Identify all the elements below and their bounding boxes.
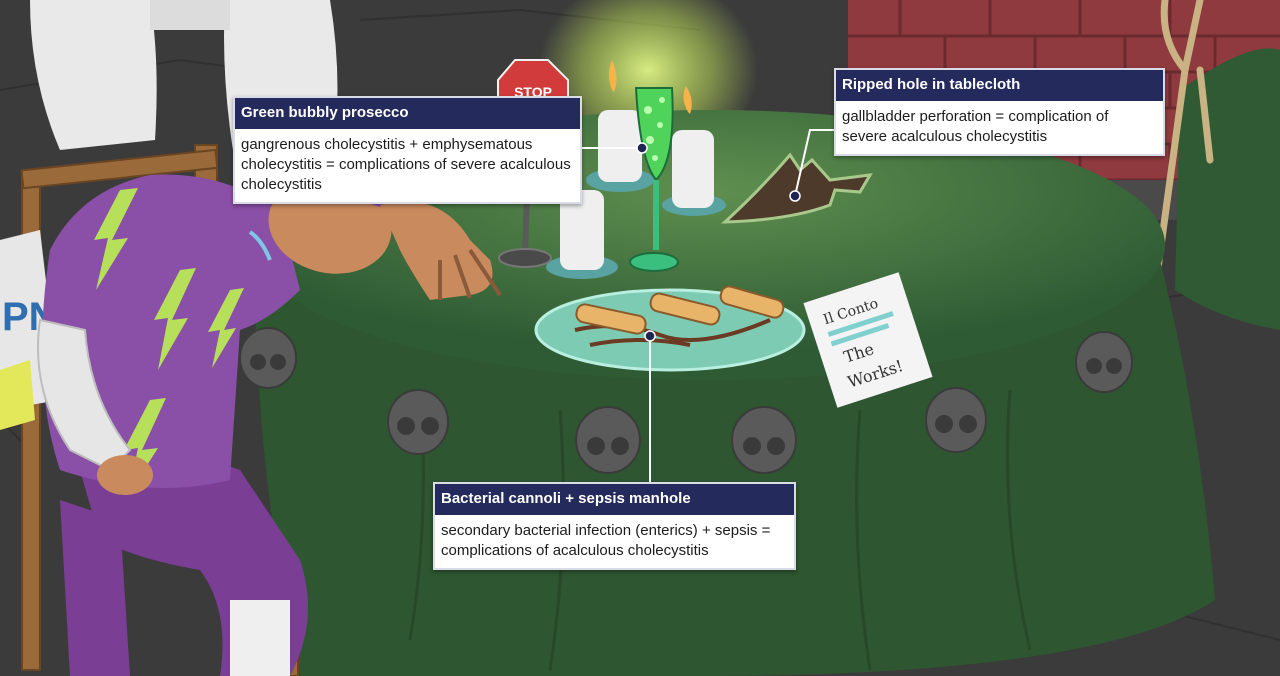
skull-4 — [731, 406, 797, 474]
callout-cannoli-body: secondary bacterial infection (enterics)… — [441, 522, 771, 559]
neighbor-table — [1175, 48, 1280, 330]
callout-tablecloth-title: Ripped hole in tablecloth — [836, 70, 1163, 101]
prosecco-pointer-dot — [636, 142, 648, 154]
skull-5 — [925, 387, 987, 453]
cannoli-pointer-dot — [644, 330, 656, 342]
candle-right — [662, 86, 726, 216]
callout-tablecloth-body: gallbladder perforation = complication o… — [842, 108, 1109, 145]
callout-prosecco-body: gangrenous cholecystitis + emphysematous… — [241, 136, 571, 193]
tablecloth-pointer-dot — [789, 190, 801, 202]
skull-1 — [239, 327, 297, 389]
candle-front — [546, 190, 618, 279]
check-paper: Il Conto The Works! — [803, 272, 933, 408]
cannoli-plate — [534, 285, 806, 372]
skulls — [239, 327, 1133, 474]
skull-6 — [1075, 331, 1133, 393]
prosecco-glass — [629, 87, 679, 272]
candle-left-back — [586, 60, 654, 192]
callout-pointers — [636, 142, 801, 342]
callout-prosecco-title: Green bubbly prosecco — [235, 98, 580, 129]
callout-prosecco[interactable]: Green bubbly prosecco gangrenous cholecy… — [233, 96, 582, 204]
skull-3 — [575, 406, 641, 474]
callout-tablecloth[interactable]: Ripped hole in tablecloth gallbladder pe… — [834, 68, 1165, 156]
skull-2 — [387, 389, 449, 455]
leader-lines — [582, 129, 834, 484]
callout-cannoli-title: Bacterial cannoli + sepsis manhole — [435, 484, 794, 515]
callout-cannoli[interactable]: Bacterial cannoli + sepsis manhole secon… — [433, 482, 796, 570]
